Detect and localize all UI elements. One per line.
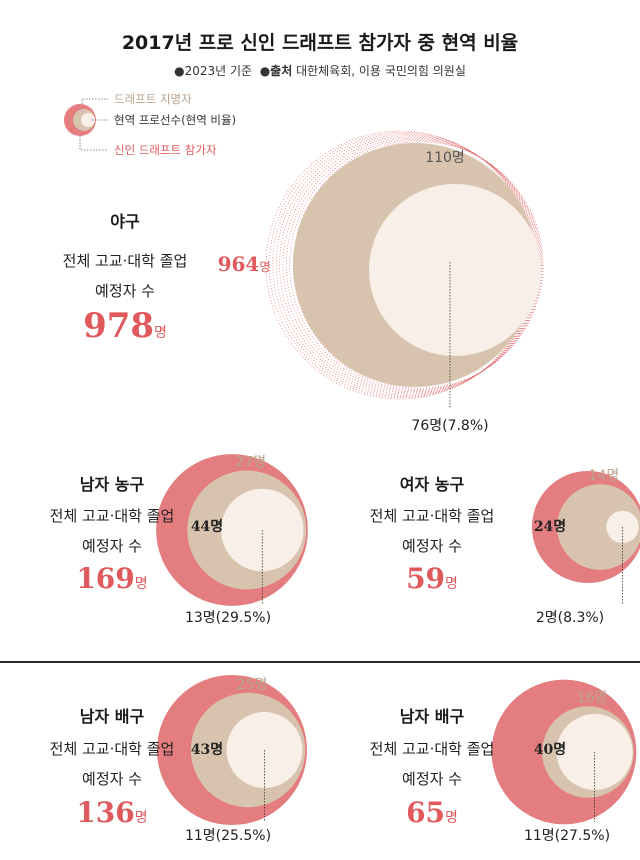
graduates-caption-line2: 예정자 수 xyxy=(82,537,142,555)
chart-meta: ●2023년 기준 ●출처 대한체육회, 이용 국민의힘 의원실 xyxy=(0,62,640,79)
legend-drafted-label: 드래프트 지명자 xyxy=(114,92,192,106)
graduates-value: 978명 xyxy=(83,306,167,346)
sport-name: 야구 xyxy=(110,212,140,231)
sport-name: 남자 배구 xyxy=(400,707,465,726)
chart-title: 2017년 프로 신인 드래프트 참가자 중 현역 비율 xyxy=(121,32,519,54)
graduates-value: 136명 xyxy=(76,796,147,829)
legend-active-circle xyxy=(81,113,95,127)
drafted-value-label: 16명 xyxy=(577,690,608,706)
active-value-label: 13명(29.5%) xyxy=(185,610,271,626)
graduates-caption-line1: 전체 고교·대학 졸업 xyxy=(50,507,175,525)
sport-name: 여자 농구 xyxy=(400,475,465,494)
active-value-label: 76명(7.8%) xyxy=(411,418,488,434)
basis-note: ●2023년 기준 xyxy=(174,64,253,78)
graduates-caption-line2: 예정자 수 xyxy=(95,282,155,300)
graduates-caption-line1: 전체 고교·대학 졸업 xyxy=(63,252,188,270)
applicants-value-label: 43명 xyxy=(191,741,223,758)
legend-leader-applicants xyxy=(79,136,108,151)
drafted-value-label: 14명 xyxy=(589,468,620,484)
source-label: ●출처 xyxy=(259,64,293,78)
source-text: 대한체육회, 이용 국민의힘 의원실 xyxy=(292,64,466,78)
graduates-caption-line2: 예정자 수 xyxy=(402,770,462,788)
graduates-caption-line1: 전체 고교·대학 졸업 xyxy=(370,740,495,758)
drafted-value-label: 27명 xyxy=(235,455,266,471)
sport-name: 남자 배구 xyxy=(80,707,145,726)
applicants-value-label: 964명 xyxy=(218,252,271,276)
legend-active-label: 현역 프로선수(현역 비율) xyxy=(114,113,236,127)
applicants-ring xyxy=(296,141,544,389)
active-circle xyxy=(369,184,541,356)
applicants-value-label: 24명 xyxy=(534,518,566,535)
graduates-value: 65명 xyxy=(406,796,458,829)
drafted-circle xyxy=(557,484,640,570)
legend-applicants-label: 신인 드래프트 참가자 xyxy=(114,143,217,157)
graduates-caption-line1: 전체 고교·대학 졸업 xyxy=(50,740,175,758)
drafted-value-label: 25명 xyxy=(237,677,268,693)
active-value-label: 2명(8.3%) xyxy=(536,610,604,626)
graduates-caption-line1: 전체 고교·대학 졸업 xyxy=(370,507,495,525)
graduates-caption-line2: 예정자 수 xyxy=(402,537,462,555)
legend-leader-drafted xyxy=(81,98,108,104)
active-value-label: 11명(25.5%) xyxy=(185,828,271,844)
section-divider xyxy=(0,661,640,663)
applicants-ring xyxy=(289,139,542,391)
active-value-label: 11명(27.5%) xyxy=(524,828,610,844)
graduates-value: 59명 xyxy=(406,562,458,595)
applicants-value-label: 40명 xyxy=(534,741,566,758)
drafted-value-label: 110명 xyxy=(425,150,465,166)
graduates-value: 169명 xyxy=(76,562,147,595)
sport-name: 남자 농구 xyxy=(80,475,145,494)
graduates-caption-line2: 예정자 수 xyxy=(82,770,142,788)
applicants-value-label: 44명 xyxy=(191,518,223,535)
